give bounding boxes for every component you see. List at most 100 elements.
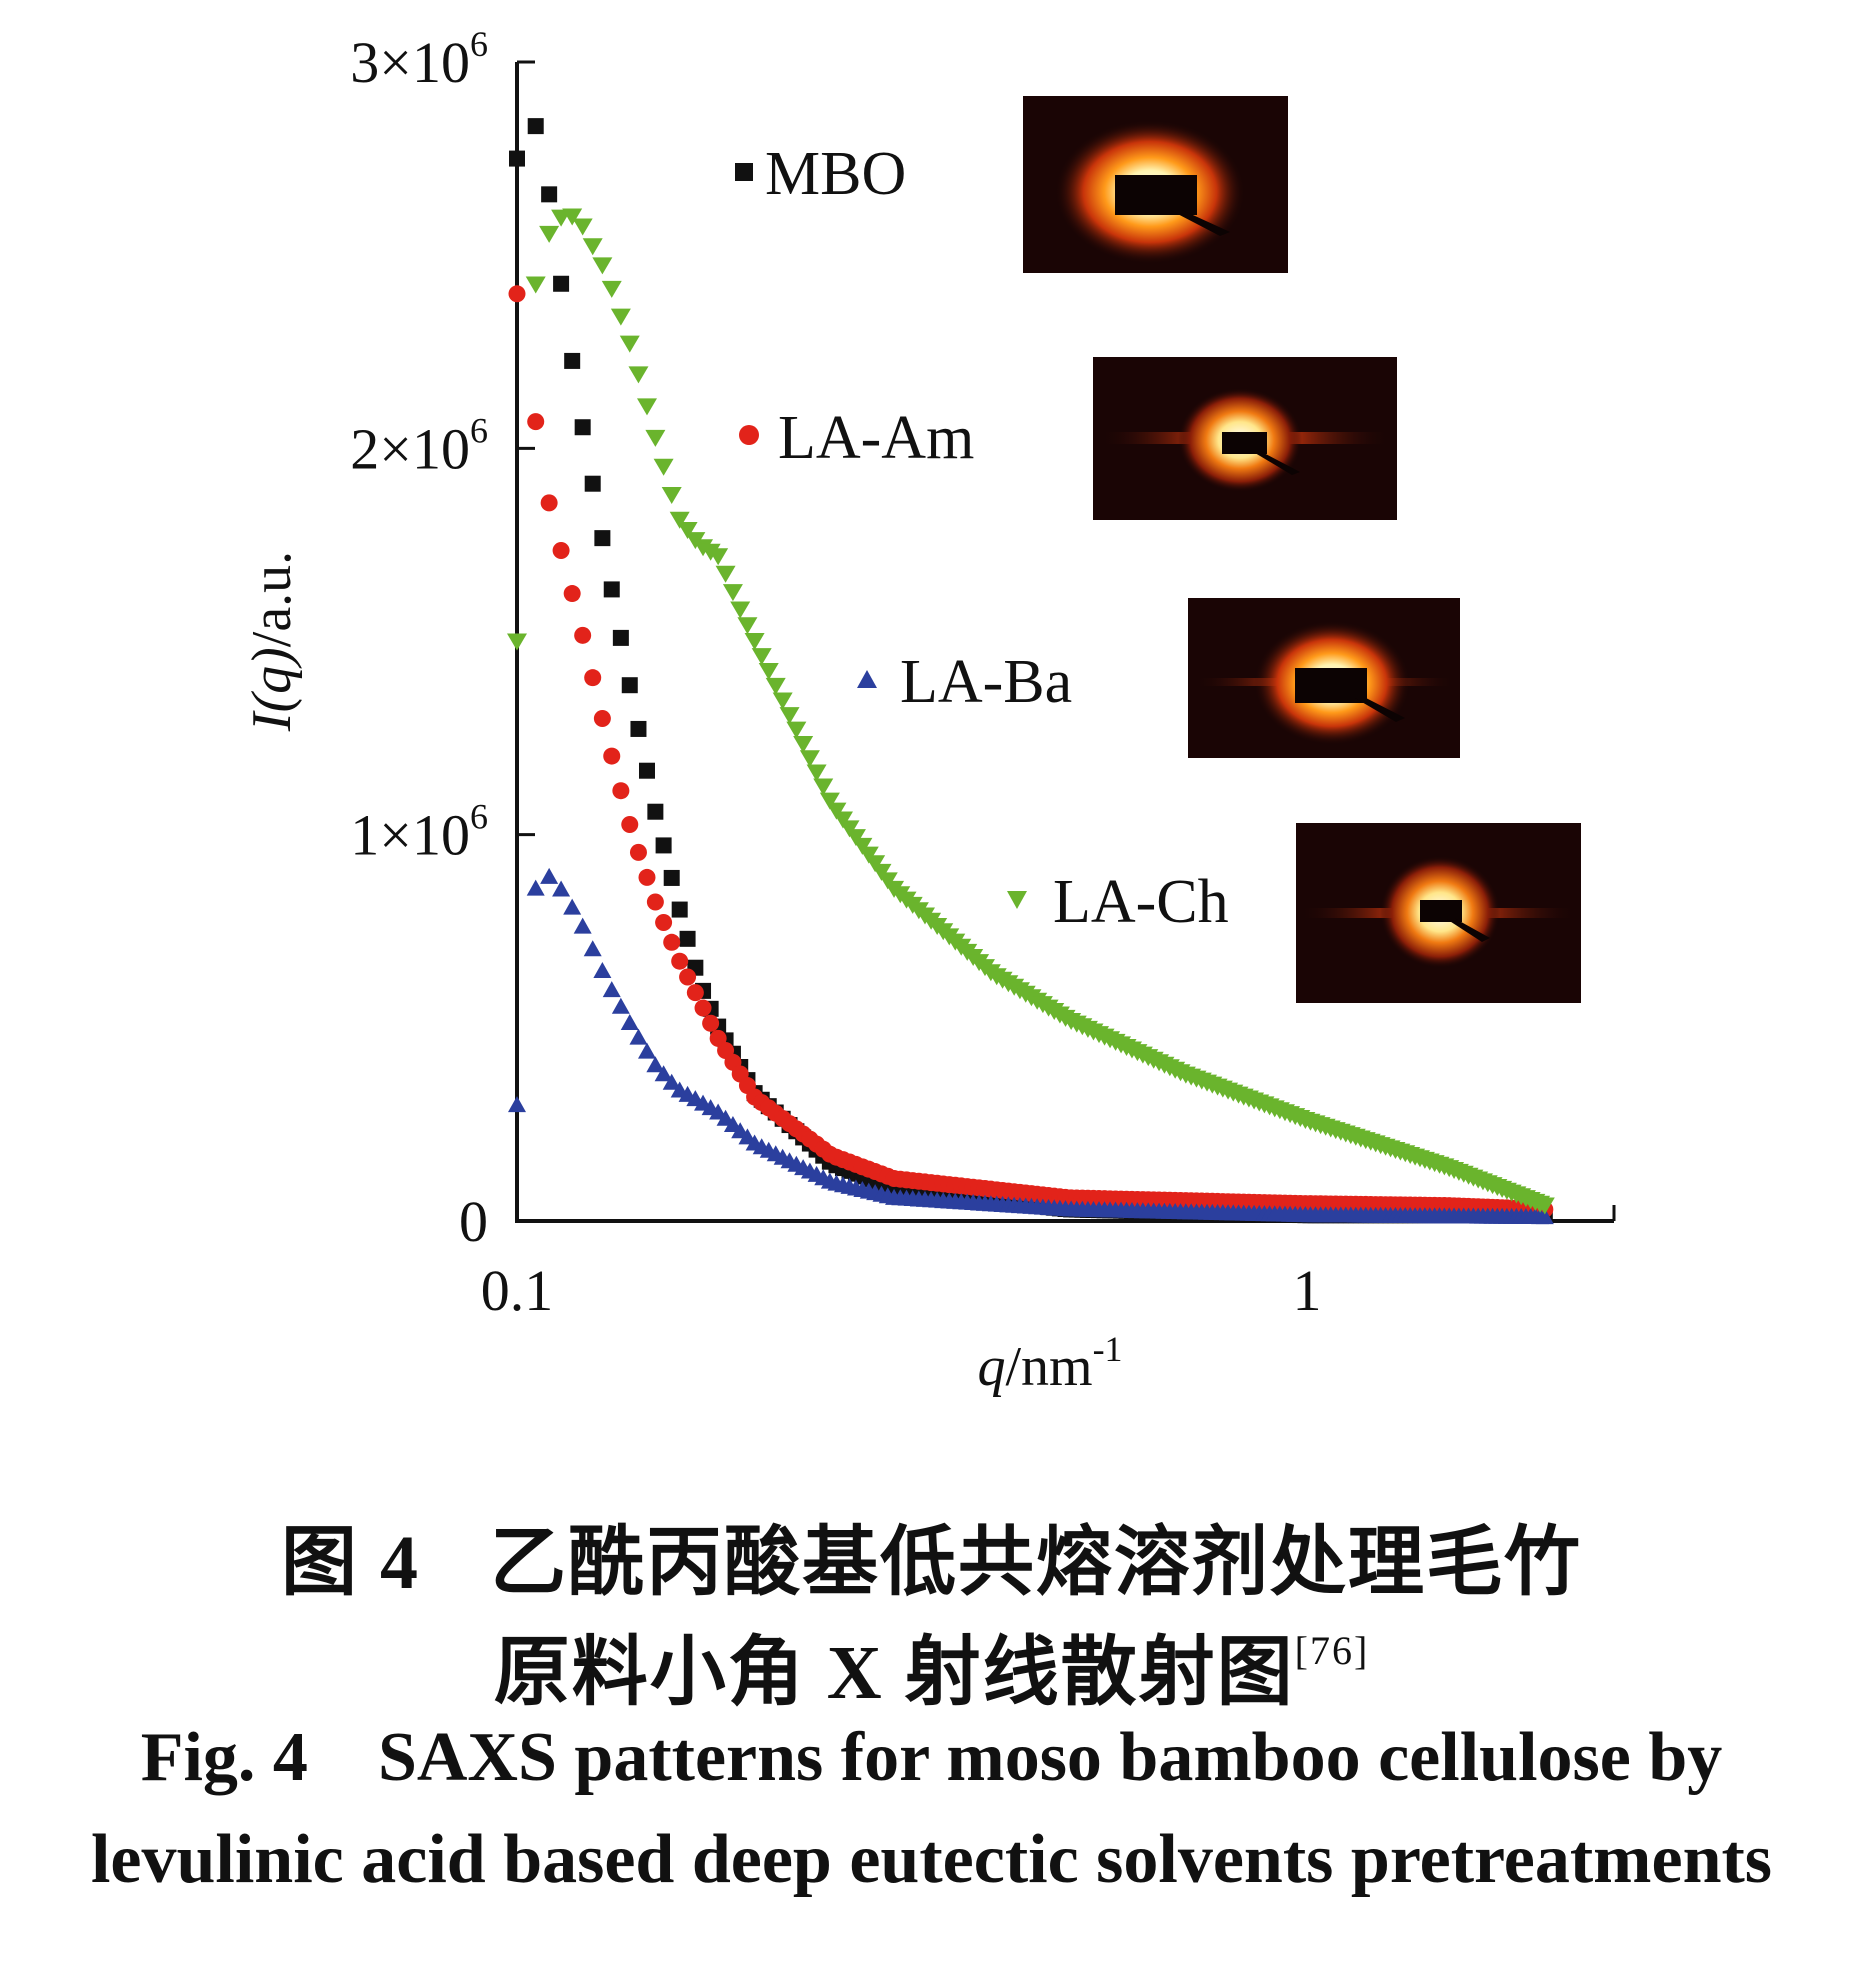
point-la-ba-14: [654, 1065, 673, 1082]
point-la-ba-11: [629, 1028, 648, 1045]
point-la-am-19: [694, 999, 712, 1017]
caption-cn-line1: 图 4 乙酰丙酸基低共熔溶剂处理毛竹: [0, 1500, 1863, 1610]
point-la-ch-38: [826, 802, 847, 820]
point-mbo-10: [621, 677, 638, 694]
point-mbo-7: [594, 530, 611, 547]
point-la-am-20: [702, 1014, 720, 1032]
caption-en-line1: Fig. 4 SAXS patterns for moso bamboo cell…: [0, 1718, 1863, 1798]
point-mbo-17: [679, 930, 696, 947]
point-la-am-12: [638, 868, 656, 886]
inset-mbo-pattern: [1023, 96, 1288, 273]
point-mbo-15: [663, 869, 680, 886]
point-la-am-3: [552, 541, 570, 559]
caption-reference: [76]: [1294, 1628, 1370, 1673]
point-la-ch-23: [722, 584, 743, 602]
legend: MBO LA-Am LA-Ba LA-Ch: [735, 140, 1229, 936]
point-la-ch-44: [865, 855, 886, 873]
point-mbo-3: [553, 275, 570, 292]
point-la-ch-16: [669, 511, 690, 529]
point-mbo-13: [647, 803, 664, 820]
legend-item-la-ch: LA-Ch: [1007, 868, 1229, 936]
inset-la-ba-pattern: [1188, 598, 1460, 758]
point-la-ch-11: [628, 366, 649, 384]
point-la-am-15: [663, 933, 681, 951]
y-tick-label-1: 1×106: [350, 797, 488, 868]
point-la-ch-40: [839, 820, 860, 838]
x-tick-label-1: 1: [1293, 1258, 1322, 1323]
point-la-ba-1: [526, 879, 545, 896]
series-la-ch: [507, 208, 1555, 1215]
point-la-ch-6: [582, 238, 603, 256]
point-la-ba-13: [646, 1056, 665, 1073]
point-la-ch-21: [708, 548, 729, 566]
point-la-ba-3: [552, 880, 571, 897]
point-la-ba-9: [611, 997, 630, 1014]
point-la-ch-36: [813, 778, 834, 796]
point-la-ch-41: [845, 829, 866, 847]
point-la-ch-0: [507, 633, 527, 651]
point-la-ch-10: [619, 335, 640, 353]
legend-label-la-am: LA-Am: [778, 404, 974, 472]
point-la-ba-6: [583, 940, 602, 957]
legend-marker-la-am: [739, 425, 759, 445]
y-tick-label-3: 3×106: [350, 24, 488, 95]
point-la-ch-170: [1534, 1197, 1555, 1215]
point-la-am-10: [621, 815, 639, 833]
point-mbo-5: [574, 419, 591, 436]
point-la-ch-37: [819, 792, 840, 810]
point-la-ch-33: [793, 735, 814, 753]
caption-en-figure-label: Fig. 4: [140, 1719, 308, 1796]
point-la-ch-9: [610, 308, 631, 326]
point-mbo-12: [638, 762, 655, 779]
point-la-ba-8: [602, 981, 621, 998]
point-la-am-18: [686, 984, 704, 1002]
x-axis-title: q/nm-1: [977, 1329, 1122, 1398]
legend-item-la-am: LA-Am: [739, 404, 974, 472]
point-la-am-7: [593, 710, 611, 728]
point-la-ch-45: [871, 863, 892, 881]
y-axis-title: I(q)/a.u.: [241, 551, 303, 732]
point-la-ch-14: [653, 458, 674, 476]
caption-en-title: SAXS patterns for moso bamboo cellulose …: [377, 1719, 1723, 1796]
point-la-ba-0: [508, 1096, 526, 1113]
point-la-ch-28: [758, 663, 779, 681]
point-la-am-0: [508, 285, 526, 303]
point-la-ch-39: [832, 811, 853, 829]
saxs-chart: 0 1×106 2×106 3×106 0.1 1 I(q)/a.u. q/nm-1 M…: [241, 24, 1616, 1398]
point-la-ch-42: [852, 837, 873, 855]
point-la-am-4: [563, 585, 581, 603]
point-la-am-2: [540, 494, 558, 512]
point-la-am-9: [612, 782, 630, 800]
legend-item-mbo: MBO: [735, 140, 906, 208]
point-mbo-14: [655, 837, 672, 854]
point-la-ba-12: [637, 1042, 656, 1059]
point-la-am-5: [574, 626, 592, 644]
point-la-ch-34: [799, 750, 820, 768]
point-la-ba-2: [540, 867, 559, 884]
point-mbo-8: [603, 581, 620, 598]
point-la-ch-15: [661, 487, 682, 505]
point-mbo-2: [541, 186, 558, 203]
point-la-am-14: [655, 914, 673, 932]
point-la-am-11: [629, 843, 647, 861]
point-la-ch-32: [786, 721, 807, 739]
series-la-ba: [508, 867, 1554, 1225]
point-la-ch-12: [636, 398, 657, 416]
point-la-ba-15: [662, 1073, 681, 1090]
point-la-ch-13: [645, 429, 666, 447]
data-series: [507, 118, 1555, 1225]
point-la-ch-5: [572, 218, 593, 236]
legend-marker-mbo: [735, 163, 753, 181]
point-la-ba-4: [563, 898, 582, 915]
caption-cn-title: 乙酰丙酸基低共熔溶剂处理毛竹: [490, 1521, 1582, 1605]
point-mbo-0: [509, 150, 525, 167]
point-la-ch-17: [677, 521, 698, 539]
legend-marker-la-ch: [1007, 891, 1027, 909]
point-la-am-6: [584, 669, 602, 687]
point-la-ch-7: [592, 257, 613, 275]
point-la-ch-26: [744, 633, 765, 651]
caption-en-title-cont: levulinic acid based deep eutectic solve…: [90, 1821, 1773, 1898]
point-la-ch-27: [751, 648, 772, 666]
inset-la-ch-pattern: [1296, 823, 1581, 1003]
point-la-am-17: [679, 968, 697, 986]
